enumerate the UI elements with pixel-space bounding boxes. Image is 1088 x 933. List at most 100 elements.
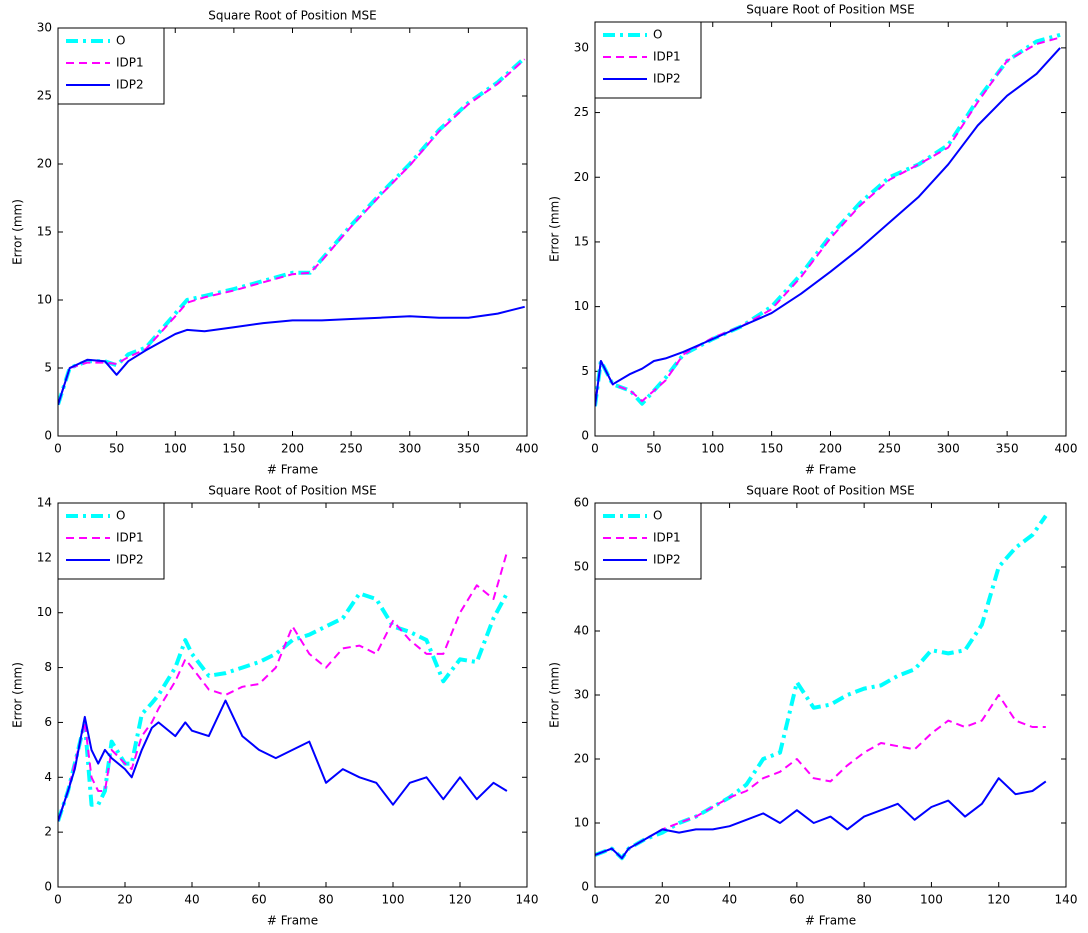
plot-frame <box>594 502 1067 888</box>
x-tick-label: 100 <box>164 442 187 456</box>
x-tick-label: 250 <box>878 442 901 456</box>
legend-label: IDP2 <box>116 553 144 567</box>
x-tick-label: 100 <box>701 442 724 456</box>
x-tick-label: 300 <box>398 442 421 456</box>
legend-label: IDP2 <box>653 553 681 567</box>
x-tick-label: 20 <box>655 893 670 907</box>
x-tick-label: 40 <box>722 893 737 907</box>
y-tick-label: 60 <box>574 496 589 510</box>
x-tick-label: 50 <box>109 442 124 456</box>
plot-frame <box>57 502 528 888</box>
y-tick-label: 6 <box>44 715 52 729</box>
legend: O IDP1 IDP2 <box>594 21 702 99</box>
y-tick-label: 14 <box>37 496 52 510</box>
y-axis-label: Error (mm) <box>548 196 562 262</box>
y-tick-label: 10 <box>574 299 589 313</box>
legend-label: IDP1 <box>653 50 681 64</box>
y-tick-label: 15 <box>574 234 589 248</box>
x-tick-label: 200 <box>819 442 842 456</box>
x-tick-label: 0 <box>54 893 62 907</box>
y-axis-label: Error (mm) <box>11 199 25 265</box>
y-tick-label: 30 <box>574 40 589 54</box>
x-tick-label: 0 <box>591 442 599 456</box>
x-tick-label: 150 <box>760 442 783 456</box>
y-tick-label: 30 <box>37 21 52 35</box>
x-tick-label: 120 <box>987 893 1010 907</box>
x-tick-label: 80 <box>318 893 333 907</box>
x-tick-label: 200 <box>281 442 304 456</box>
legend: O IDP1 IDP2 <box>57 27 165 105</box>
chart-title: Square Root of Position MSE <box>208 484 377 498</box>
chart-title: Square Root of Position MSE <box>746 484 915 498</box>
panel: Square Root of Position MSE # Frame Error … <box>11 484 539 928</box>
y-tick-label: 25 <box>37 89 52 103</box>
y-tick-label: 50 <box>574 560 589 574</box>
x-tick-label: 50 <box>646 442 661 456</box>
x-tick-label: 40 <box>184 893 199 907</box>
y-tick-label: 20 <box>574 170 589 184</box>
y-tick-label: 30 <box>574 688 589 702</box>
x-axis-label: # Frame <box>805 914 856 928</box>
y-tick-label: 5 <box>44 361 52 375</box>
panel: Square Root of Position MSE # Frame Error … <box>11 9 539 477</box>
x-tick-label: 250 <box>340 442 363 456</box>
series-line <box>58 699 508 822</box>
y-tick-label: 10 <box>574 816 589 830</box>
plot-frame <box>594 21 1067 437</box>
x-tick-label: 20 <box>117 893 132 907</box>
legend-label: IDP1 <box>653 531 681 545</box>
panel: Square Root of Position MSE # Frame Error … <box>548 3 1078 477</box>
y-tick-label: 0 <box>44 429 52 443</box>
y-tick-label: 0 <box>581 429 589 443</box>
panel: Square Root of Position MSE # Frame Error … <box>548 484 1078 928</box>
legend-label: IDP1 <box>116 531 144 545</box>
legend-label: O <box>116 34 125 48</box>
legend-label: O <box>653 28 662 42</box>
y-tick-label: 15 <box>37 225 52 239</box>
series-line <box>595 32 1061 407</box>
series-line <box>595 694 1046 860</box>
x-tick-label: 140 <box>1055 893 1078 907</box>
series-line <box>58 552 508 822</box>
x-tick-label: 60 <box>789 893 804 907</box>
series-line <box>595 36 1061 407</box>
x-tick-label: 80 <box>857 893 872 907</box>
legend-label: IDP2 <box>116 78 144 92</box>
legend-label: O <box>653 509 662 523</box>
y-tick-label: 20 <box>37 157 52 171</box>
y-tick-label: 0 <box>44 880 52 894</box>
chart-title: Square Root of Position MSE <box>208 9 377 23</box>
chart-title: Square Root of Position MSE <box>746 3 915 17</box>
legend-label: O <box>116 509 125 523</box>
series-line <box>58 591 509 822</box>
y-tick-label: 12 <box>37 550 52 564</box>
series-line <box>58 305 525 406</box>
x-tick-label: 0 <box>591 893 599 907</box>
x-tick-label: 350 <box>996 442 1019 456</box>
x-tick-label: 150 <box>222 442 245 456</box>
y-tick-label: 10 <box>37 293 52 307</box>
y-tick-label: 0 <box>581 880 589 894</box>
x-axis-label: # Frame <box>267 463 318 477</box>
x-tick-label: 300 <box>937 442 960 456</box>
legend-label: IDP1 <box>116 56 144 70</box>
x-axis-label: # Frame <box>267 914 318 928</box>
y-axis-label: Error (mm) <box>548 662 562 728</box>
y-tick-label: 4 <box>44 770 52 784</box>
y-tick-label: 5 <box>581 364 589 378</box>
x-tick-label: 120 <box>449 893 472 907</box>
x-axis-label: # Frame <box>805 463 856 477</box>
series-line <box>595 777 1047 860</box>
legend-label: IDP2 <box>653 72 681 86</box>
y-tick-label: 25 <box>574 105 589 119</box>
legend: O IDP1 IDP2 <box>594 502 702 580</box>
x-tick-label: 400 <box>1055 442 1078 456</box>
y-tick-label: 10 <box>37 605 52 619</box>
legend: O IDP1 IDP2 <box>57 502 165 580</box>
series-line <box>595 47 1061 407</box>
x-tick-label: 140 <box>516 893 539 907</box>
x-tick-label: 60 <box>251 893 266 907</box>
x-tick-label: 400 <box>516 442 539 456</box>
series-line <box>595 514 1048 861</box>
